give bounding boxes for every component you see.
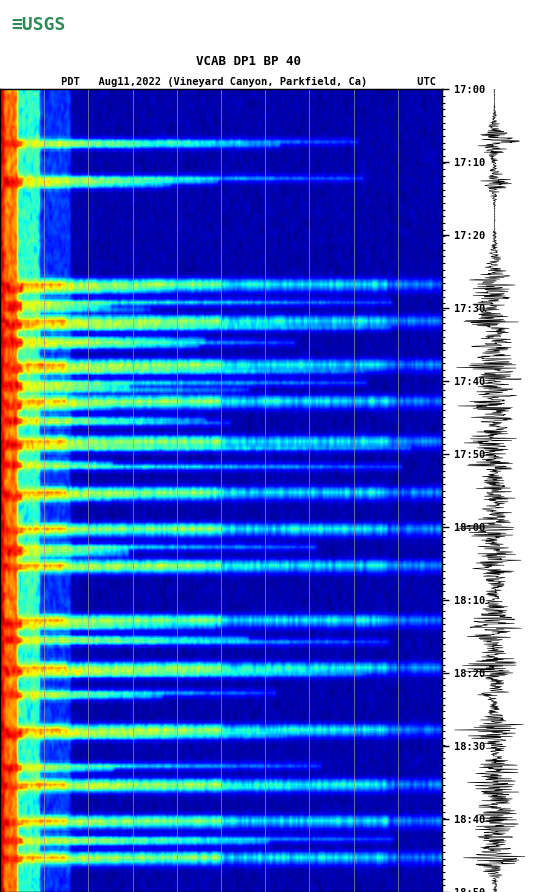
Text: ≡USGS: ≡USGS <box>11 15 66 34</box>
Text: PDT   Aug11,2022 (Vineyard Canyon, Parkfield, Ca)        UTC: PDT Aug11,2022 (Vineyard Canyon, Parkfie… <box>61 78 436 87</box>
Text: VCAB DP1 BP 40: VCAB DP1 BP 40 <box>196 55 301 68</box>
